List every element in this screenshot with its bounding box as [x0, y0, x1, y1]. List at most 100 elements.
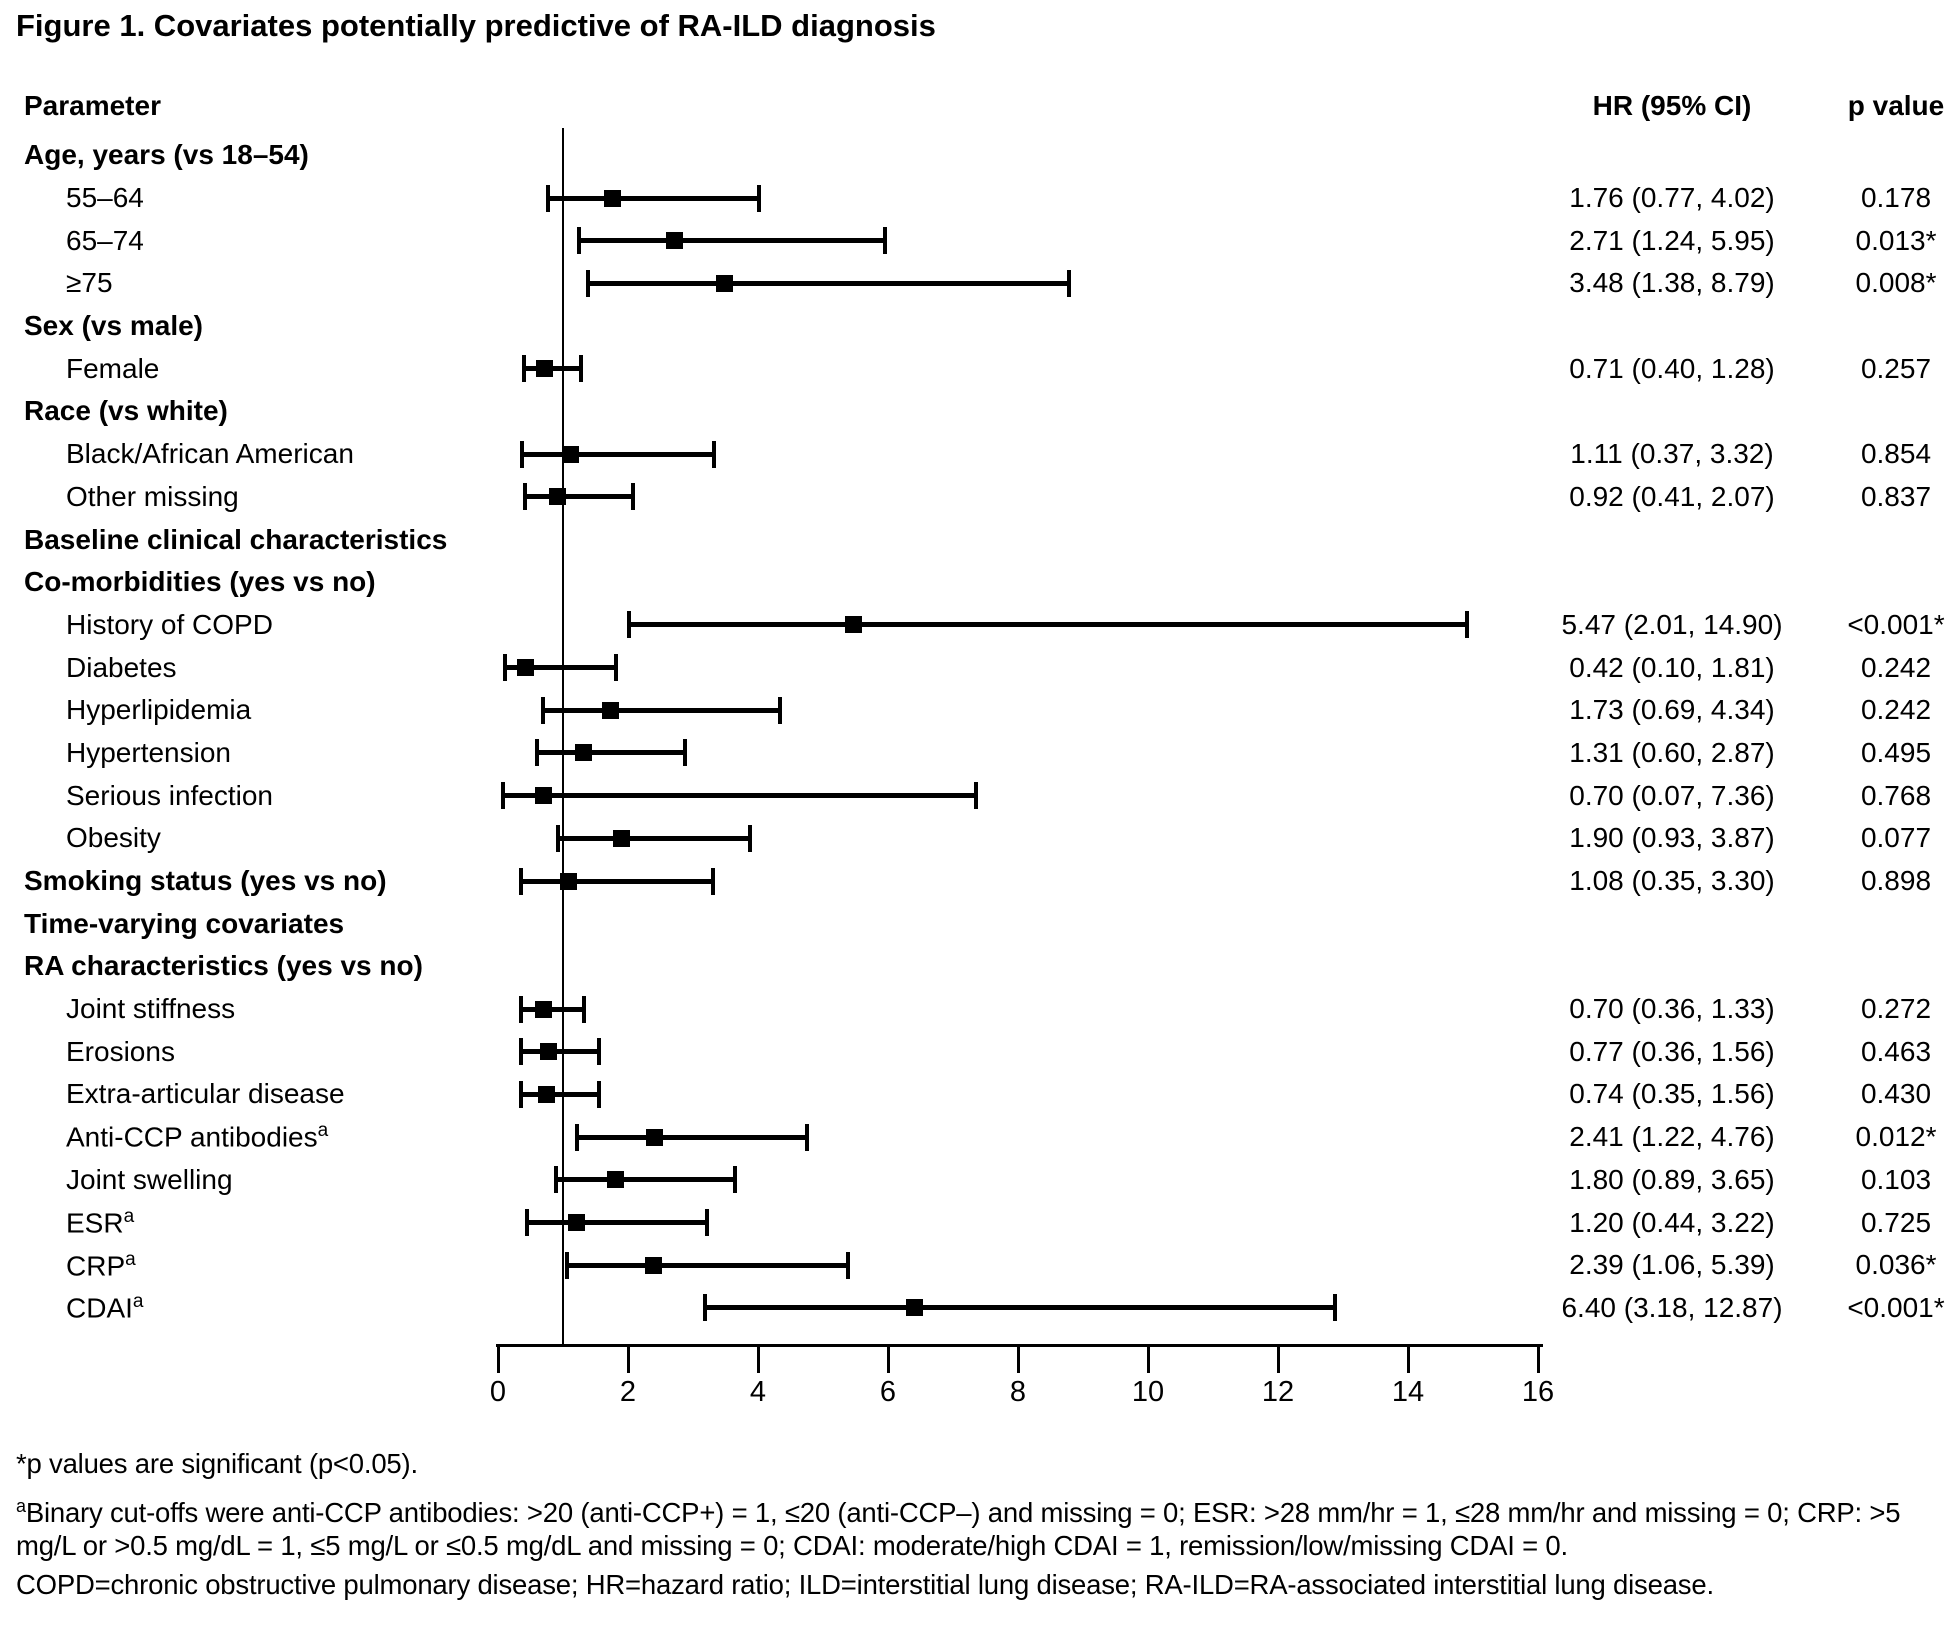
row-label-main: Baseline clinical characteristics	[24, 523, 448, 555]
row-label-main: RA characteristics (yes vs no)	[24, 950, 423, 982]
hr-ci-value: 1.80 (0.89, 3.65)	[1569, 1163, 1775, 1195]
row-label: Black/African American	[66, 433, 354, 476]
point-estimate-marker	[646, 1128, 664, 1146]
row-label-main: Other missing	[66, 480, 239, 512]
row-label-superscript: a	[123, 1205, 135, 1227]
ci-cap-upper	[1332, 1294, 1337, 1322]
row-label-text: Sex (vs male)	[24, 310, 203, 342]
error-bar	[498, 817, 1538, 860]
error-bar	[498, 732, 1538, 775]
x-axis-tick-label: 0	[489, 1376, 507, 1408]
row-label: Extra-articular disease	[66, 1073, 345, 1116]
row-label-main: Joint swelling	[66, 1163, 233, 1195]
ci-line	[526, 1220, 708, 1226]
column-header-p-value: p value	[1847, 90, 1945, 121]
hr-ci-value: 1.20 (0.44, 3.22)	[1569, 1206, 1775, 1238]
point-estimate-marker	[535, 787, 552, 805]
row-label-superscript: a	[317, 1120, 329, 1142]
ci-line	[521, 1006, 585, 1012]
ci-line	[578, 238, 885, 244]
ci-cap-lower	[522, 355, 526, 383]
hr-ci-value: 1.76 (0.77, 4.02)	[1569, 182, 1775, 214]
ci-cap-upper	[805, 1123, 810, 1151]
row-label-text: Diabetes	[66, 652, 177, 684]
row-label-main: Serious infection	[66, 779, 274, 811]
row-label-main: Time-varying covariates	[24, 907, 345, 939]
hr-ci-value: 0.71 (0.40, 1.28)	[1569, 352, 1775, 384]
p-value: 0.495	[1860, 736, 1932, 768]
x-axis-tick-label: 12	[1261, 1376, 1295, 1408]
forest-row: ≥75 3.48 (1.38, 8.79) 0.008*	[0, 262, 1946, 305]
x-axis-tick	[626, 1344, 630, 1373]
row-label-main: Obesity	[66, 822, 161, 854]
row-label-text: Extra-articular disease	[66, 1078, 345, 1110]
x-axis-tick-label: 14	[1391, 1376, 1425, 1408]
p-value: 0.012*	[1855, 1121, 1937, 1153]
row-label-main: Female	[66, 352, 160, 384]
point-estimate-marker	[613, 829, 630, 847]
error-bar	[498, 476, 1538, 519]
p-value: 0.463	[1860, 1035, 1932, 1067]
row-label-main: Smoking status (yes vs no)	[24, 865, 387, 897]
row-label-main: Black/African American	[66, 438, 354, 470]
forest-row: Hyperlipidemia 1.73 (0.69, 4.34) 0.242	[0, 689, 1946, 732]
ci-cap-upper	[974, 782, 979, 810]
forest-row: Serious infection 0.70 (0.07, 7.36) 0.768	[0, 774, 1946, 817]
ci-cap-lower	[585, 269, 590, 297]
row-label: Time-varying covariates	[24, 902, 344, 945]
ci-line	[542, 707, 781, 713]
hr-ci-value: 2.39 (1.06, 5.39)	[1569, 1249, 1775, 1281]
row-label-main: Erosions	[66, 1035, 175, 1067]
p-value: 0.272	[1860, 993, 1932, 1025]
forest-row: History of COPD 5.47 (2.01, 14.90) <0.001*	[0, 604, 1946, 647]
x-axis-tick-label: 2	[619, 1376, 637, 1408]
hr-ci-value: 1.08 (0.35, 3.30)	[1569, 865, 1775, 897]
row-label: Sex (vs male)	[24, 305, 203, 348]
forest-row: Female 0.71 (0.40, 1.28) 0.257	[0, 347, 1946, 390]
ci-line	[504, 665, 616, 671]
ci-line	[502, 793, 977, 799]
row-label: Obesity	[66, 817, 161, 860]
p-value: 0.242	[1860, 651, 1932, 683]
row-label: Hyperlipidemia	[66, 689, 251, 732]
row-label-text: Hyperlipidemia	[66, 694, 251, 726]
hr-ci-value: 1.31 (0.60, 2.87)	[1569, 736, 1775, 768]
p-value: 0.768	[1860, 779, 1932, 811]
row-label: CRPa	[66, 1244, 136, 1287]
point-estimate-marker	[606, 1171, 624, 1189]
p-value: 0.257	[1860, 352, 1932, 384]
error-bar	[498, 1287, 1538, 1330]
forest-row: Age, years (vs 18–54)	[0, 134, 1946, 177]
x-axis-tick	[1276, 1344, 1280, 1373]
ci-line	[566, 1262, 849, 1268]
forest-row: Joint stiffness 0.70 (0.36, 1.33) 0.272	[0, 988, 1946, 1031]
hr-ci-value: 0.70 (0.36, 1.33)	[1569, 993, 1775, 1025]
ci-line	[520, 878, 713, 884]
row-label: ≥75	[66, 262, 113, 305]
row-label-main: Race (vs white)	[24, 395, 228, 427]
forest-row: Smoking status (yes vs no) 1.08 (0.35, 3.…	[0, 860, 1946, 903]
hr-ci-value: 3.48 (1.38, 8.79)	[1569, 267, 1775, 299]
p-value: 0.242	[1860, 694, 1932, 726]
ci-cap-upper	[705, 1209, 710, 1237]
row-label-text: Joint swelling	[66, 1164, 233, 1196]
point-estimate-marker	[574, 744, 592, 762]
ci-cap-lower	[518, 867, 523, 895]
x-axis-tick	[496, 1344, 500, 1373]
row-label: Co-morbidities (yes vs no)	[24, 561, 376, 604]
ci-cap-upper	[579, 355, 584, 383]
ci-line	[522, 451, 714, 457]
footnote-abbreviations-text: COPD=chronic obstructive pulmonary disea…	[16, 1569, 1714, 1600]
footnote-abbreviations: COPD=chronic obstructive pulmonary disea…	[16, 1568, 1940, 1601]
p-value: <0.001*	[1847, 608, 1945, 640]
row-label: 55–64	[66, 177, 144, 220]
forest-row: Time-varying covariates	[0, 902, 1946, 945]
error-bar	[498, 774, 1538, 817]
ci-cap-upper	[613, 654, 618, 682]
row-label-text: 65–74	[66, 225, 144, 257]
x-axis-tick	[1406, 1344, 1410, 1373]
row-label-text: Obesity	[66, 822, 161, 854]
x-axis-tick-label: 6	[879, 1376, 897, 1408]
row-label-text: Black/African American	[66, 438, 354, 470]
point-estimate-marker	[539, 1043, 557, 1061]
